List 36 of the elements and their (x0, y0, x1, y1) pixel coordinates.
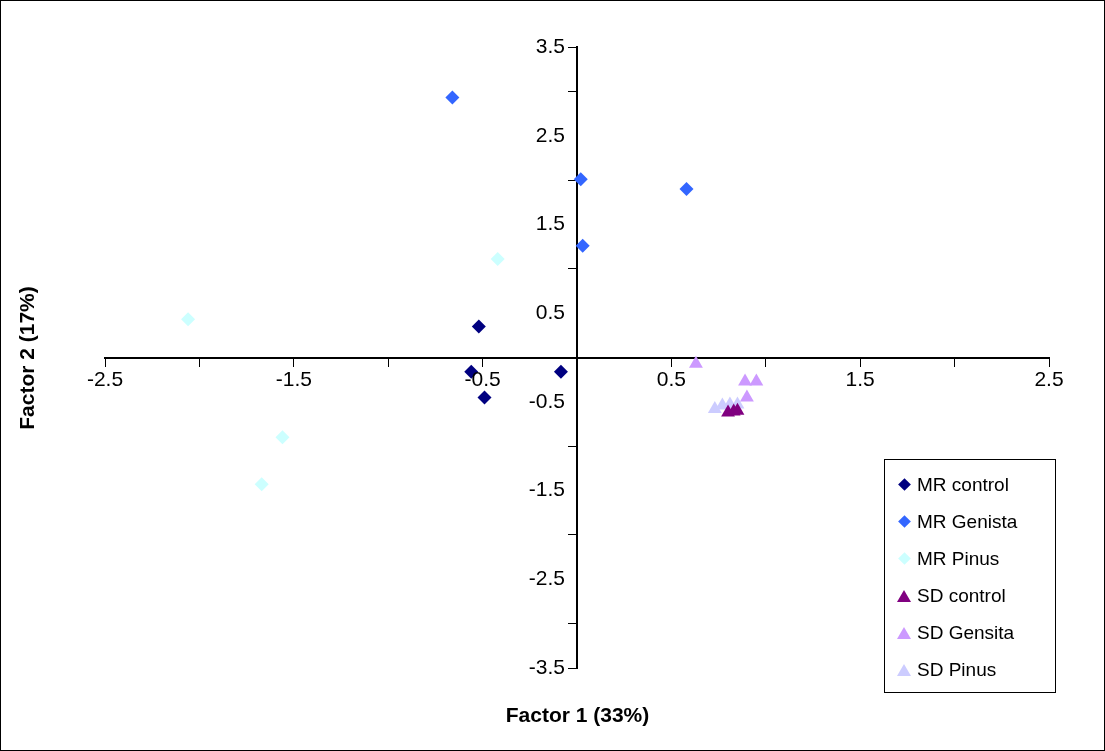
x-tick-label: -1.5 (275, 366, 312, 390)
point (575, 238, 590, 253)
point (738, 373, 752, 386)
point (689, 355, 703, 368)
x-tick-label: 0.5 (656, 366, 686, 390)
point (749, 373, 764, 386)
y-tick-label: -2.5 (528, 566, 565, 590)
x-tick-label: -2.5 (86, 366, 124, 390)
x-tick-label: 2.5 (1034, 366, 1064, 390)
x-axis-title: Factor 1 (33%) (504, 703, 651, 727)
point (490, 252, 505, 267)
y-tick-label: -1.5 (528, 477, 565, 501)
point (739, 389, 754, 402)
y-tick-label: -3.5 (528, 654, 565, 678)
x-tick-label: 1.5 (845, 366, 875, 390)
y-tick-label: 0.5 (535, 299, 565, 323)
legend-label: MR Genista (917, 510, 1018, 533)
y-tick-label: -0.5 (528, 388, 565, 412)
point (471, 319, 486, 334)
legend-label: SD control (917, 584, 1006, 607)
point (553, 364, 568, 379)
legend-label: SD Pinus (917, 658, 997, 681)
y-tick-label: 3.5 (535, 33, 565, 57)
point (679, 181, 694, 196)
point (573, 172, 588, 187)
legend-label: MR Pinus (917, 547, 1000, 570)
legend-label: SD Gensita (917, 621, 1015, 644)
y-tick-label: 2.5 (535, 122, 565, 146)
point (181, 312, 196, 327)
x-tick-label: -0.5 (464, 366, 501, 390)
y-axis-title: Factor 2 (17%) (15, 286, 39, 430)
point (445, 90, 460, 105)
y-tick-label: 1.5 (535, 211, 565, 235)
point (477, 390, 492, 405)
legend-label: MR control (917, 473, 1009, 496)
point (707, 400, 722, 413)
